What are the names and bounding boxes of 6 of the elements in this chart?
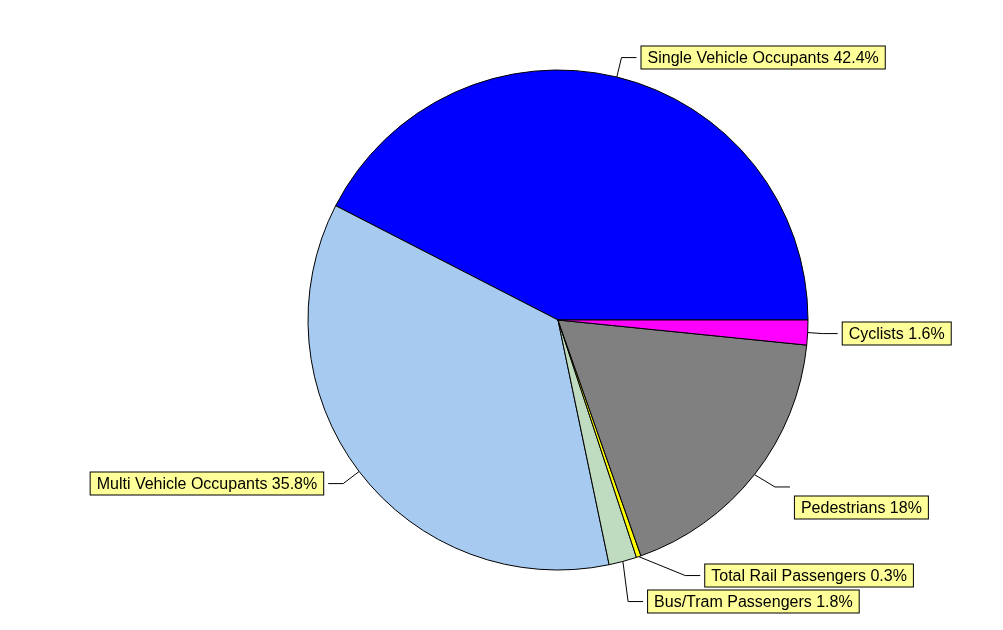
slice-label: Bus/Tram Passengers 1.8% xyxy=(654,593,853,611)
slice-label: Single Vehicle Occupants 42.4% xyxy=(647,49,879,67)
slice-label: Cyclists 1.6% xyxy=(848,325,945,343)
slice-label: Multi Vehicle Occupants 35.8% xyxy=(96,475,318,493)
slice-label: Total Rail Passengers 0.3% xyxy=(711,567,907,585)
slice-label: Pedestrians 18% xyxy=(800,499,922,517)
